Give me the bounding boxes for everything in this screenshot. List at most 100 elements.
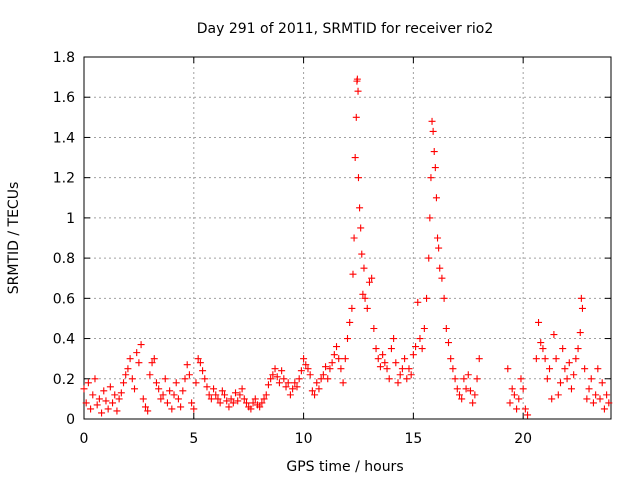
data-point [445, 339, 453, 347]
data-point [300, 355, 308, 363]
data-point [598, 379, 606, 387]
data-point [565, 359, 573, 367]
data-point [429, 127, 437, 135]
data-point [291, 379, 299, 387]
data-point [126, 355, 134, 363]
data-point [605, 399, 613, 407]
y-tick-label: 0.4 [53, 332, 75, 348]
y-tick-label: 0.8 [53, 251, 75, 267]
data-point [218, 387, 226, 395]
data-point [311, 391, 319, 399]
data-point [603, 391, 611, 399]
data-point [93, 401, 101, 409]
data-point [124, 365, 132, 373]
data-point [368, 274, 376, 282]
data-point [168, 405, 176, 413]
data-point [438, 274, 446, 282]
data-point [227, 395, 235, 403]
data-point [324, 375, 332, 383]
x-axis-label: GPS time / hours [286, 459, 403, 475]
data-point [589, 399, 597, 407]
data-point [210, 385, 218, 393]
data-point [322, 363, 330, 371]
data-point [449, 365, 457, 373]
data-point [430, 148, 438, 156]
data-point [328, 359, 336, 367]
data-point [144, 407, 152, 415]
data-point [155, 385, 163, 393]
x-tick-label: 10 [295, 431, 313, 447]
data-point [460, 375, 468, 383]
data-point [508, 385, 516, 393]
data-point [111, 391, 119, 399]
data-point [194, 355, 202, 363]
data-point [447, 355, 455, 363]
data-point [506, 399, 514, 407]
data-point [212, 391, 220, 399]
data-point [541, 355, 549, 363]
data-point [504, 365, 512, 373]
data-point [286, 391, 294, 399]
data-point [170, 391, 178, 399]
data-point [275, 379, 283, 387]
data-point [412, 343, 420, 351]
data-point [407, 371, 415, 379]
data-point [201, 375, 209, 383]
y-tick-label: 0 [66, 412, 75, 428]
data-point [120, 379, 128, 387]
data-point [192, 379, 200, 387]
data-point [183, 361, 191, 369]
data-point [581, 365, 589, 373]
data-point [427, 174, 435, 182]
y-tick-label: 0.2 [53, 372, 75, 388]
data-point [521, 405, 529, 413]
data-point [256, 403, 264, 411]
data-point [365, 278, 373, 286]
data-point [315, 385, 323, 393]
data-point [137, 341, 145, 349]
data-point [205, 391, 213, 399]
data-point [174, 395, 182, 403]
data-point [464, 371, 472, 379]
data-point [207, 395, 215, 403]
data-point [258, 399, 266, 407]
data-point [95, 395, 103, 403]
data-point [163, 399, 171, 407]
chart-title: Day 291 of 2011, SRMTID for receiver rio… [197, 21, 494, 37]
data-point [585, 385, 593, 393]
data-points [80, 75, 613, 419]
data-point [335, 355, 343, 363]
data-point [302, 361, 310, 369]
data-point [282, 383, 290, 391]
data-point [278, 367, 286, 375]
data-point [271, 365, 279, 373]
data-point [462, 385, 470, 393]
data-point [166, 387, 174, 395]
data-point [251, 395, 259, 403]
data-point [122, 371, 130, 379]
data-point [350, 234, 358, 242]
y-tick-label: 1.2 [53, 171, 75, 187]
data-point [159, 391, 167, 399]
data-point [349, 270, 357, 278]
data-point [128, 375, 136, 383]
data-point [473, 375, 481, 383]
data-point [583, 395, 591, 403]
data-point [82, 399, 90, 407]
data-point [574, 345, 582, 353]
data-point [431, 164, 439, 172]
data-point [592, 391, 600, 399]
data-point [567, 385, 575, 393]
data-point [543, 375, 551, 383]
data-point [517, 375, 525, 383]
data-point [359, 290, 367, 298]
data-point [232, 389, 240, 397]
data-point [273, 373, 281, 381]
data-point [351, 154, 359, 162]
data-point [221, 391, 229, 399]
data-point [319, 371, 327, 379]
data-point [146, 371, 154, 379]
plot-frame [83, 56, 612, 420]
data-point [532, 355, 540, 363]
data-point [374, 355, 382, 363]
